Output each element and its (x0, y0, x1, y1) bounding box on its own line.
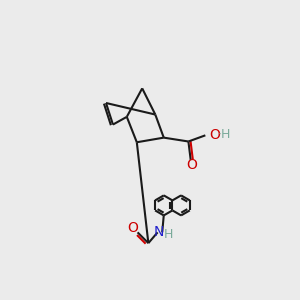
Text: O: O (186, 158, 197, 172)
Text: O: O (209, 128, 220, 142)
Text: H: H (164, 228, 173, 241)
Text: ·H: ·H (218, 128, 231, 141)
Text: N: N (153, 225, 164, 238)
Text: O: O (127, 221, 138, 236)
